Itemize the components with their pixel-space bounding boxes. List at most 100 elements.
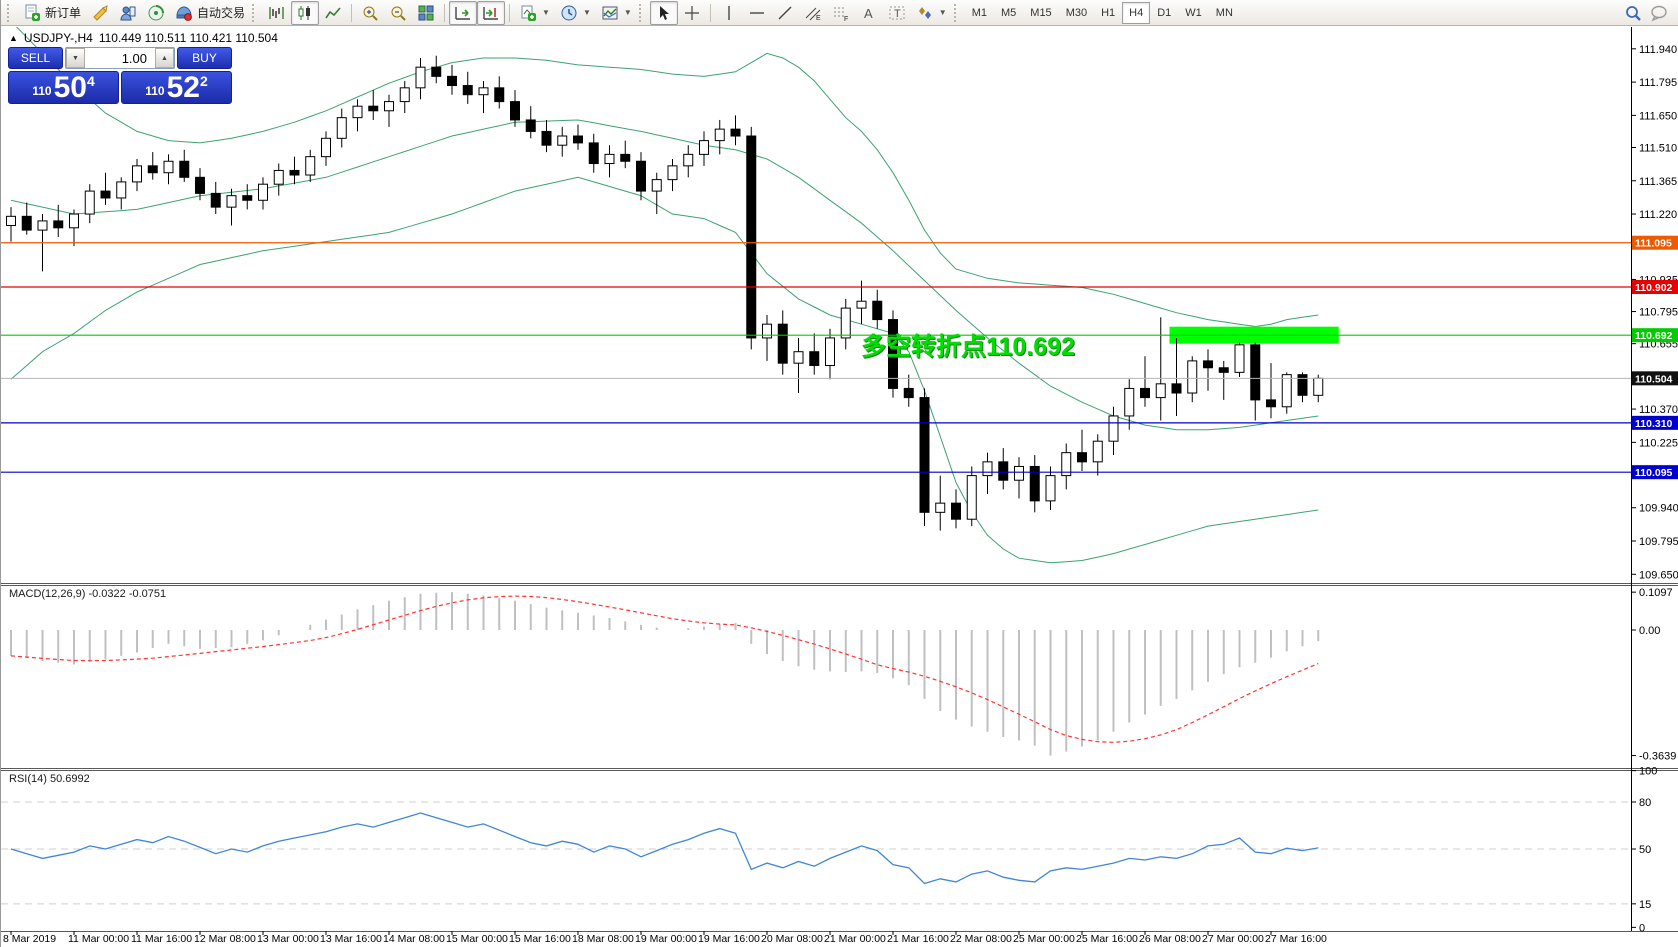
candle-bullish xyxy=(1124,387,1135,417)
sell-button[interactable]: SELL xyxy=(8,47,63,69)
price-line-badge[interactable] xyxy=(1632,415,1678,430)
time-axis-label: 25 Mar 00:00 xyxy=(1013,933,1075,945)
rsi-pane-label: RSI(14) 50.6992 xyxy=(9,773,90,785)
toolbar: 新订单 xyxy=(1,0,1678,26)
time-axis-label: 14 Mar 08:00 xyxy=(383,933,445,945)
equidistant-channel-button[interactable]: E xyxy=(799,1,827,25)
axis-tick-label: 110.795 xyxy=(1639,307,1678,319)
candle-bullish xyxy=(1313,377,1324,396)
volume-increase-button[interactable]: ▲ xyxy=(155,48,174,68)
cursor-button[interactable] xyxy=(649,0,678,25)
candle-bullish xyxy=(305,156,316,176)
candle-bullish xyxy=(1281,374,1292,408)
autotrading-icon xyxy=(176,5,192,21)
timeframe-d1[interactable]: D1 xyxy=(1157,6,1172,19)
indicators-button[interactable]: ▼ xyxy=(514,1,555,25)
toolbar-separator xyxy=(709,3,711,22)
candle-bullish xyxy=(478,87,489,96)
buy-button[interactable]: BUY xyxy=(177,47,232,69)
horizontal-line-button[interactable] xyxy=(743,1,771,25)
axis-tick-label: 111.650 xyxy=(1639,110,1677,122)
zoom-out-icon xyxy=(391,6,406,21)
data-window-icon xyxy=(120,6,136,20)
auto-scroll-button[interactable] xyxy=(449,0,478,25)
timeframe-h1[interactable]: H1 xyxy=(1101,6,1116,19)
timeframe-m30[interactable]: M30 xyxy=(1065,6,1088,19)
text-label-button[interactable]: T xyxy=(883,1,911,25)
candle-bullish xyxy=(1187,360,1198,394)
timeframe-m1[interactable]: M1 xyxy=(971,6,987,19)
candle-bearish xyxy=(1250,344,1261,401)
candle-bearish xyxy=(903,387,914,399)
fibonacci-button[interactable]: F xyxy=(827,1,855,25)
line-chart-button[interactable] xyxy=(319,1,347,25)
price-line-badge[interactable] xyxy=(1632,465,1678,480)
candlestick-chart-button[interactable] xyxy=(291,0,320,25)
arrows-icon xyxy=(918,6,931,19)
signals-button[interactable] xyxy=(142,1,170,25)
candle-bullish xyxy=(84,190,95,215)
candle-bullish xyxy=(1155,383,1166,399)
timeframe-m5[interactable]: M5 xyxy=(1001,6,1017,19)
time-axis-label: 19 Mar 16:00 xyxy=(698,933,760,945)
price-line-badge[interactable] xyxy=(1632,235,1678,250)
autotrading-button[interactable]: 自动交易 xyxy=(170,1,250,25)
candle-bullish xyxy=(132,165,142,183)
volume-decrease-button[interactable]: ▼ xyxy=(66,48,85,68)
axis-tick-label: 50 xyxy=(1639,844,1651,856)
svg-text:E: E xyxy=(816,15,821,22)
candle-bearish xyxy=(1029,465,1040,502)
time-axis-label: 13 Mar 00:00 xyxy=(257,933,319,945)
bar-chart-button[interactable] xyxy=(263,1,291,25)
collapse-triangle-icon[interactable]: ▲ xyxy=(9,33,18,43)
zoom-in-button[interactable] xyxy=(356,1,384,25)
price-line-badge[interactable] xyxy=(1632,280,1678,294)
chart-shift-button[interactable] xyxy=(477,0,506,25)
timeframe-h4[interactable]: H4 xyxy=(1122,1,1151,24)
price-line-badge[interactable] xyxy=(1632,328,1678,343)
templates-button[interactable]: ▼ xyxy=(596,1,637,25)
tile-windows-button[interactable] xyxy=(412,1,440,25)
volume-stepper: ▼ 1.00 ▲ xyxy=(65,47,175,69)
arrows-button[interactable]: ▼ xyxy=(911,1,952,25)
data-window-button[interactable] xyxy=(114,1,142,25)
buy-price[interactable]: 110 52 2 xyxy=(121,71,232,104)
crosshair-button[interactable] xyxy=(678,1,706,25)
trendline-button[interactable] xyxy=(771,1,799,25)
timeframe-mn[interactable]: MN xyxy=(1215,6,1233,19)
search-icon[interactable] xyxy=(1624,4,1642,22)
candle-bearish xyxy=(620,153,631,162)
axis-tick-label: 111.365 xyxy=(1639,176,1677,188)
price-line-badge[interactable] xyxy=(1632,371,1678,386)
candle-bearish xyxy=(147,165,158,174)
zoom-out-button[interactable] xyxy=(384,1,412,25)
toolbar-grip xyxy=(953,3,961,22)
axis-tick-label: 111.940 xyxy=(1639,44,1677,56)
text-icon: A xyxy=(864,6,873,21)
new-order-button[interactable]: 新订单 xyxy=(18,1,86,25)
candle-bearish xyxy=(919,397,930,513)
vertical-line-button[interactable] xyxy=(715,1,743,25)
axis-tick-label: 111.510 xyxy=(1639,142,1677,154)
candle-bullish xyxy=(714,128,725,142)
time-axis-label: 20 Mar 08:00 xyxy=(761,933,823,945)
toolbar-grip xyxy=(7,3,14,22)
candle-bullish xyxy=(37,220,48,231)
volume-input[interactable]: 1.00 xyxy=(121,50,147,66)
candle-bullish xyxy=(352,105,363,119)
periods-button[interactable]: ▼ xyxy=(555,1,596,25)
time-axis-label: 27 Mar 00:00 xyxy=(1202,933,1264,945)
sell-price[interactable]: 110 50 4 xyxy=(8,71,119,104)
chart-annotation-text[interactable]: 多空转折点110.692 xyxy=(861,333,1075,361)
timeframe-m15[interactable]: M15 xyxy=(1030,6,1052,19)
text-button[interactable]: A xyxy=(855,1,883,25)
axis-tick-label: 100 xyxy=(1639,766,1657,778)
candle-bearish xyxy=(1297,374,1308,396)
chat-icon[interactable] xyxy=(1650,4,1668,22)
one-click-trading-panel: SELL ▼ 1.00 ▲ BUY 110 50 4 110 52 2 xyxy=(8,47,232,104)
candle-bullish xyxy=(163,160,174,174)
market-watch-button[interactable] xyxy=(86,1,114,25)
timeframe-w1[interactable]: W1 xyxy=(1185,6,1202,19)
crosshair-icon xyxy=(684,5,699,20)
